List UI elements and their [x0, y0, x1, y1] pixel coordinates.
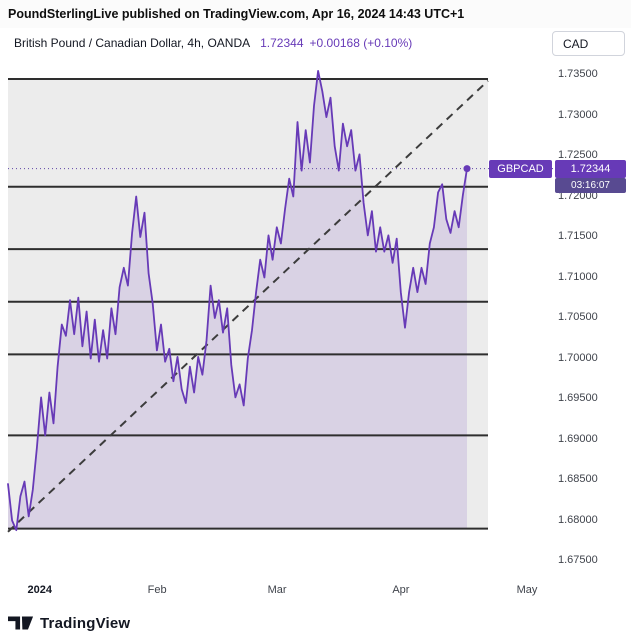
legend-change: +0.00168 (+0.10%)	[309, 36, 413, 50]
time-axis-label: 2024	[27, 584, 53, 596]
price-tick-label: 1.73500	[558, 68, 598, 81]
price-tick-label: 1.69500	[558, 392, 598, 405]
price-tick-label: 1.70500	[558, 311, 598, 324]
chart-area: British Pound / Canadian Dollar, 4h, OAN…	[0, 28, 631, 578]
chart-legend: British Pound / Canadian Dollar, 4h, OAN…	[14, 36, 412, 50]
time-axis-label: Mar	[267, 584, 287, 596]
tradingview-link[interactable]: TradingView	[8, 613, 130, 633]
currency-button[interactable]: CAD	[552, 31, 625, 56]
tradingview-logo-icon	[8, 616, 34, 630]
price-tick-label: 1.70000	[558, 351, 598, 364]
footer-brand-bar: TradingView	[0, 608, 631, 638]
price-tick-label: 1.68500	[558, 473, 598, 486]
price-scale[interactable]: 1.73500 1.73000 1.72500 1.72000 1.71500 1.710…	[553, 28, 631, 578]
price-badge-countdown: 03:16:07	[555, 177, 626, 193]
price-tick-label: 1.68000	[558, 513, 598, 526]
attribution-text: PoundSterlingLive published on TradingVi…	[8, 7, 465, 21]
price-chart-pane[interactable]	[0, 28, 553, 578]
price-tick-label: 1.72500	[558, 149, 598, 162]
time-axis-label: Apr	[392, 584, 410, 596]
price-tick-label: 1.67500	[558, 554, 598, 567]
legend-price: 1.72344	[260, 36, 304, 50]
price-tick-label: 1.69000	[558, 432, 598, 445]
legend-values: 1.72344 +0.00168 (+0.10%)	[260, 36, 412, 50]
symbol-title: British Pound / Canadian Dollar, 4h, OAN…	[14, 36, 251, 50]
time-axis[interactable]: 2024 Feb Mar Apr May	[0, 578, 553, 604]
attribution-bar: PoundSterlingLive published on TradingVi…	[0, 0, 631, 28]
price-badge-symbol: GBPCAD	[489, 159, 552, 178]
price-badge-value: 1.72344	[555, 159, 626, 178]
time-axis-label: May	[516, 584, 538, 596]
price-tick-label: 1.71500	[558, 230, 598, 243]
tradingview-wordmark: TradingView	[40, 614, 131, 632]
currency-button-label: CAD	[563, 36, 589, 51]
price-tick-label: 1.73000	[558, 108, 598, 121]
price-tick-label: 1.71000	[558, 270, 598, 283]
time-axis-label: Feb	[147, 584, 167, 596]
price-tick-label: 1.72000	[558, 189, 598, 202]
